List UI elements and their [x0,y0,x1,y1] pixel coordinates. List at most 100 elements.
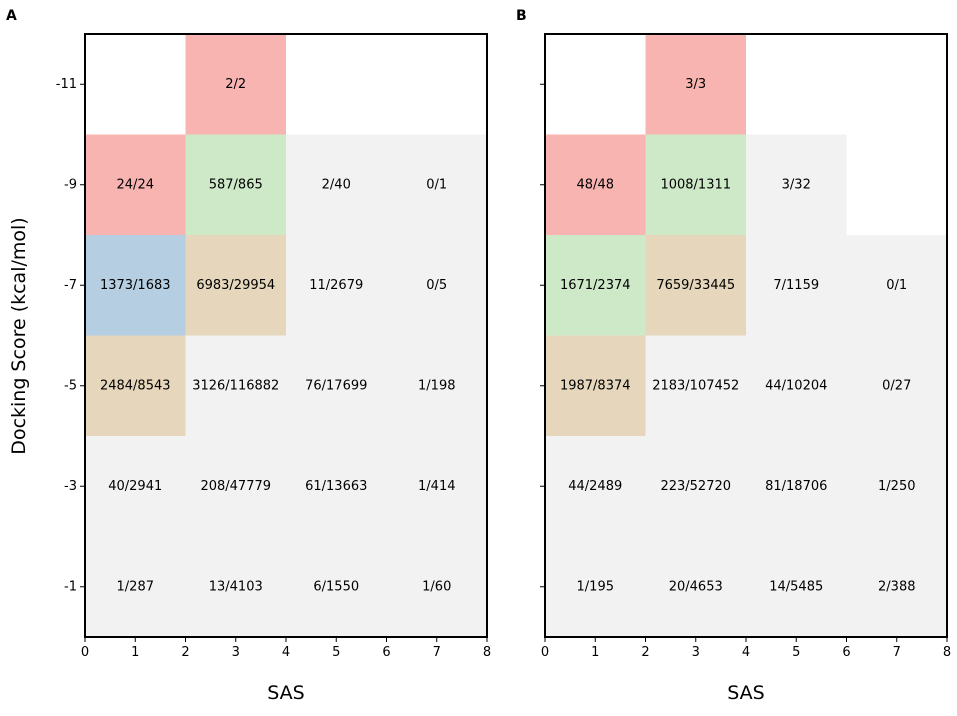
panel-b-cell-label: 44/10204 [765,378,827,393]
panel-a-cell [185,235,286,336]
panel-b-x-tick-label: 4 [742,645,750,660]
panel-b-x-tick-label: 5 [792,645,800,660]
panel-a-cell [185,134,286,235]
panel-a-cell [185,436,286,537]
panel-a-x-tick-label: 6 [382,645,390,660]
panel-a-x-tick-label: 7 [433,645,441,660]
panel-a-cell-label: 208/47779 [200,479,271,494]
panel-a-cell [286,335,387,436]
panel-a-cell-label: 6/1550 [313,579,359,594]
panel-a-x-tick-label: 4 [282,645,290,660]
panel-a-x-tick-label: 2 [181,645,189,660]
panel-b-cell-label: 7659/33445 [656,278,735,293]
panel-b-cell-label: 20/4653 [669,579,723,594]
panel-a-cell-label: 24/24 [117,177,154,192]
panel-a-cell-label: 61/13663 [305,479,367,494]
panel-a-cell-label: 11/2679 [309,278,363,293]
panel-b-cell-label: 7/1159 [773,278,819,293]
panel-b-cell [846,335,947,436]
panel-a-x-tick-label: 0 [81,645,89,660]
panel-b-cell-label: 3/3 [685,77,706,92]
panel-a-cell [85,134,186,235]
panel-b-x-ticks: 0 1 2 3 4 5 6 7 8 [541,637,951,660]
panel-b-cells [545,34,947,637]
panel-b-letter: B [516,8,527,24]
panel-a-y-tick-label: -5 [64,378,77,393]
panel-a-cell [286,235,387,336]
panel-a-cell-label: 1/60 [422,579,451,594]
panel-a-x-axis-title: SAS [267,682,304,704]
panel-b-cell-label: 81/18706 [765,479,827,494]
panel-a-x-tick-label: 5 [332,645,340,660]
panel-a-cell [386,335,487,436]
panel-b-cell-label: 0/1 [886,278,907,293]
panel-a-y-ticks: -11 -9 -7 -5 -3 -1 [56,77,85,594]
panel-a-cell-label: 2484/8543 [100,378,171,393]
panel-a-cell [85,536,186,637]
panel-a-cell-label: 3126/116882 [192,378,279,393]
panel-a-cell [286,436,387,537]
panel-a-cell [85,235,186,336]
panel-a-y-tick-label: -1 [64,579,77,594]
panel-b-cell-label: 1008/1311 [660,177,731,192]
panel-a-cell [85,436,186,537]
panel-a-cell-label: 1/287 [117,579,154,594]
panel-a-cells [85,34,487,637]
y-axis-title: Docking Score (kcal/mol) [8,217,30,454]
panel-a-y-tick-label: -7 [64,278,77,293]
panel-a-cell [286,134,387,235]
panel-b-cell-label: 1671/2374 [560,278,631,293]
panel-a-cell-label: 1373/1683 [100,278,171,293]
panel-a-x-tick-label: 8 [483,645,491,660]
panel-a-cell [185,536,286,637]
panel-b-cell [645,34,746,135]
panel-a-cell-label: 2/2 [225,77,246,92]
panel-a-x-ticks: 0 1 2 3 4 5 6 7 8 [81,637,491,660]
panel-a-cell [386,235,487,336]
panel-a-cell-label: 0/1 [426,177,447,192]
panel-a-cell-label: 13/4103 [209,579,263,594]
panel-b-cell [846,536,947,637]
panel-b-cell [645,335,746,436]
panel-b-cell-label: 1/250 [878,479,915,494]
panel-b-cell [545,335,646,436]
panel-b-cell [645,436,746,537]
panel-a-y-tick-label: -9 [64,177,77,192]
panel-a-cell-label: 0/5 [426,278,447,293]
panel-b-y-ticks [540,83,545,588]
panel-b-cell [545,536,646,637]
panel-a-cell-label: 6983/29954 [196,278,275,293]
panel-b-cell-label: 223/52720 [660,479,731,494]
panel-a-cell [386,134,487,235]
panel-b-cell [545,134,646,235]
panel-a-cell-labels: 2/2 24/24 587/865 2/40 0/1 1373/1683 6983/2995… [100,77,456,595]
panel-a-y-tick-label: -11 [56,77,77,92]
panel-b-x-tick-label: 6 [842,645,850,660]
panel-b-cell-label: 14/5485 [769,579,823,594]
panel-b-cell-label: 3/32 [782,177,811,192]
panel-a-cell-label: 40/2941 [108,479,162,494]
panel-b-x-tick-label: 7 [893,645,901,660]
panel-b-cell [746,134,847,235]
panel-b-cell [746,436,847,537]
panel-a-cell-label: 1/198 [418,378,455,393]
panel-a-cell [185,34,286,135]
panel-b-cell [746,335,847,436]
panel-b-cell-label: 1/195 [577,579,614,594]
panel-b-cell [545,436,646,537]
panel-b-cell [645,235,746,336]
panel-b-x-tick-label: 2 [641,645,649,660]
panel-a-y-tick-label: -3 [64,479,77,494]
panel-a-cell [286,536,387,637]
panel-b-x-tick-label: 3 [692,645,700,660]
panel-b-cell-label: 0/27 [882,378,911,393]
panel-a-letter: A [6,8,17,24]
panel-a-x-tick-label: 3 [232,645,240,660]
panel-a-x-tick-label: 1 [131,645,139,660]
panel-b-cell [545,235,646,336]
panel-a-cell-label: 2/40 [322,177,351,192]
panel-b-cell [846,436,947,537]
panel-b-x-tick-label: 0 [541,645,549,660]
panel-b-cell-labels: 3/3 48/48 1008/1311 3/32 1671/2374 7659/33445… [560,77,916,595]
panel-a-cell [85,335,186,436]
